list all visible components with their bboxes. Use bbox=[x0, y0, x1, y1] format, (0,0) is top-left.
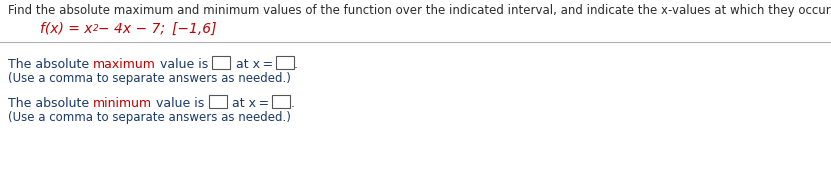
Text: (Use a comma to separate answers as needed.): (Use a comma to separate answers as need… bbox=[8, 111, 291, 124]
Text: value is: value is bbox=[152, 97, 209, 110]
Text: at x =: at x = bbox=[232, 58, 276, 71]
Text: at x =: at x = bbox=[229, 97, 272, 110]
Text: .: . bbox=[290, 97, 294, 110]
Text: 2: 2 bbox=[92, 24, 98, 33]
Text: f(x) = x: f(x) = x bbox=[40, 22, 92, 36]
Bar bbox=[209, 95, 227, 108]
Bar bbox=[276, 56, 294, 69]
Text: .: . bbox=[294, 58, 297, 71]
Text: The absolute: The absolute bbox=[8, 58, 93, 71]
Text: Find the absolute maximum and minimum values of the function over the indicated : Find the absolute maximum and minimum va… bbox=[8, 4, 831, 17]
Text: − 4x − 7; [−1,6]: − 4x − 7; [−1,6] bbox=[98, 22, 217, 36]
Bar bbox=[212, 56, 230, 69]
Text: maximum: maximum bbox=[93, 58, 156, 71]
Text: value is: value is bbox=[156, 58, 212, 71]
Text: minimum: minimum bbox=[93, 97, 152, 110]
Text: (Use a comma to separate answers as needed.): (Use a comma to separate answers as need… bbox=[8, 72, 291, 85]
Bar bbox=[272, 95, 290, 108]
Text: The absolute: The absolute bbox=[8, 97, 93, 110]
